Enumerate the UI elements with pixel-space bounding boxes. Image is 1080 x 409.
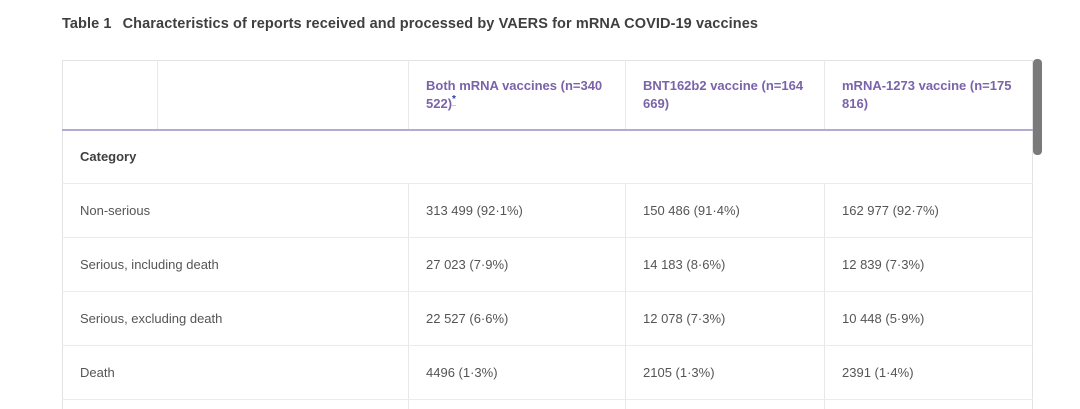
cell-value: 2105 (1·3%) xyxy=(625,345,825,400)
cell-value xyxy=(625,399,825,409)
cell-value: 313 499 (92·1%) xyxy=(408,183,626,238)
header-col-both-mrna: Both mRNA vaccines (n=340 522)* xyxy=(408,60,626,131)
header-col-bnt162b2: BNT162b2 vaccine (n=164 669) xyxy=(625,60,825,131)
cell-value xyxy=(408,399,626,409)
table-row: Death 4496 (1·3%) 2105 (1·3%) 2391 (1·4%… xyxy=(62,345,1033,400)
cell-value: 150 486 (91·4%) xyxy=(625,183,825,238)
row-label: Death xyxy=(62,345,409,400)
table-row: Serious, excluding death 22 527 (6·6%) 1… xyxy=(62,291,1033,346)
table-header-row: Both mRNA vaccines (n=340 522)* BNT162b2… xyxy=(62,60,1033,131)
header-empty-cell-2 xyxy=(157,60,409,131)
cell-value: 22 527 (6·6%) xyxy=(408,291,626,346)
vertical-scrollbar-thumb[interactable] xyxy=(1033,59,1042,155)
row-label: Non-serious xyxy=(62,183,409,238)
cell-value xyxy=(824,399,1033,409)
table-row-partial xyxy=(63,399,1033,409)
header-col-mrna-1273: mRNA-1273 vaccine (n=175 816) xyxy=(824,60,1033,131)
cell-value: 2391 (1·4%) xyxy=(824,345,1033,400)
section-header-label: Category xyxy=(62,129,1033,184)
row-label: Serious, including death xyxy=(62,237,409,292)
cell-value: 4496 (1·3%) xyxy=(408,345,626,400)
table-1: Both mRNA vaccines (n=340 522)* BNT162b2… xyxy=(62,60,1033,409)
table-caption: Table 1 Characteristics of reports receiv… xyxy=(62,16,758,32)
cell-value: 27 023 (7·9%) xyxy=(408,237,626,292)
cell-value: 10 448 (5·9%) xyxy=(824,291,1033,346)
cell-value: 12 078 (7·3%) xyxy=(625,291,825,346)
footnote-asterisk-link[interactable]: * xyxy=(452,94,456,107)
row-label: Serious, excluding death xyxy=(62,291,409,346)
header-empty-cell-1 xyxy=(62,60,158,131)
cell-value: 14 183 (8·6%) xyxy=(625,237,825,292)
row-label xyxy=(63,400,409,409)
table-row: Non-serious 313 499 (92·1%) 150 486 (91·… xyxy=(62,183,1033,238)
cell-value: 162 977 (92·7%) xyxy=(824,183,1033,238)
section-row-category: Category xyxy=(62,129,1033,184)
table-row: Serious, including death 27 023 (7·9%) 1… xyxy=(62,237,1033,292)
table-caption-text: Characteristics of reports received and … xyxy=(122,16,759,32)
table-scroll-region[interactable]: Both mRNA vaccines (n=340 522)* BNT162b2… xyxy=(62,60,1033,409)
cell-value: 12 839 (7·3%) xyxy=(824,237,1033,292)
table-caption-number: Table 1 xyxy=(62,16,112,32)
